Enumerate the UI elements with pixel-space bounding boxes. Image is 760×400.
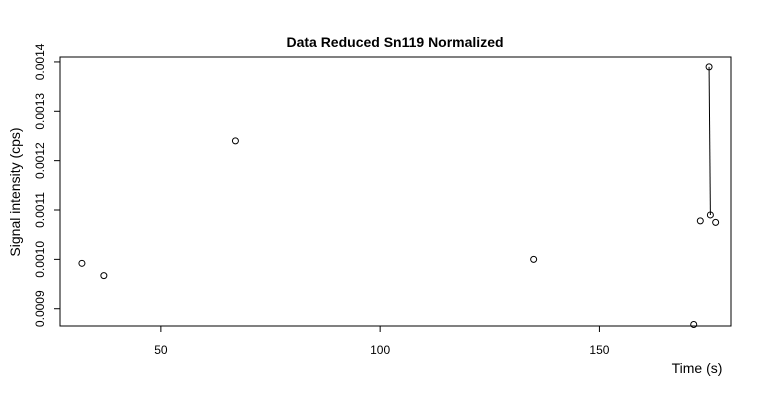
data-point: [78, 259, 86, 267]
y-axis-label: Signal intensity (cps): [7, 127, 23, 256]
x-tick-label: 150: [589, 343, 609, 357]
data-point: [231, 137, 239, 145]
y-tick-label: 0.0011: [33, 192, 47, 228]
y-axis: 0.0009 0.0010 0.0011 0.0012 0.0013 0.0014: [33, 43, 60, 327]
data-point: [690, 321, 698, 329]
x-axis-label: Time (s): [672, 360, 723, 376]
y-tick-label: 0.0014: [33, 43, 47, 80]
y-tick-label: 0.0010: [33, 241, 47, 278]
y-tick-label: 0.0013: [33, 93, 47, 130]
data-point: [712, 218, 720, 226]
data-point: [530, 255, 538, 263]
data-point: [706, 211, 714, 219]
y-tick-label: 0.0012: [33, 142, 47, 179]
y-tick-label: 0.0009: [33, 290, 47, 327]
data-points: [78, 63, 720, 329]
connector-line: [708, 66, 711, 215]
x-axis: 50 100 150: [154, 326, 610, 357]
plot-area: [59, 56, 732, 327]
x-tick-label: 50: [154, 343, 168, 357]
data-point: [696, 217, 704, 225]
data-point: [705, 63, 713, 71]
x-tick-label: 100: [370, 343, 390, 357]
connector-lines: [708, 66, 711, 215]
chart-title: Data Reduced Sn119 Normalized: [286, 34, 503, 50]
data-point: [100, 272, 108, 280]
